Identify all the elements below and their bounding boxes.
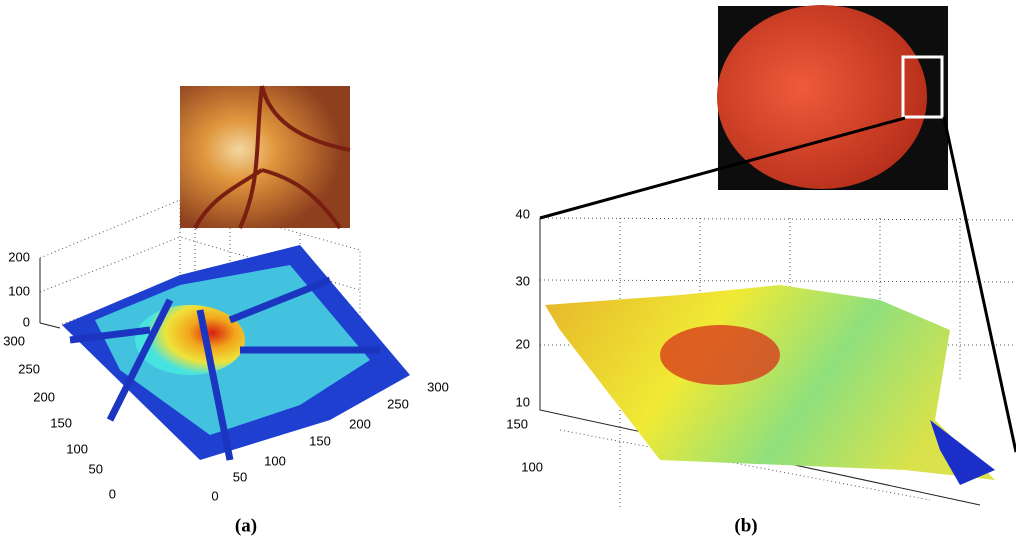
figure: 0100200300250200150100500050100150200250… — [0, 0, 1016, 543]
tick-label: 10 — [516, 394, 530, 409]
tick-label: 50 — [233, 469, 247, 484]
tick-label: 200 — [8, 249, 30, 264]
tick-label: 200 — [33, 389, 55, 404]
tick-label: 100 — [521, 459, 543, 474]
tick-label: 150 — [309, 433, 331, 448]
tick-label: 0 — [211, 488, 218, 503]
tick-label: 0 — [109, 486, 116, 501]
tick-label: 30 — [516, 273, 530, 288]
tick-label: 100 — [66, 441, 88, 456]
tick-label: 100 — [264, 453, 286, 468]
tick-label: 100 — [8, 283, 30, 298]
tick-label: 250 — [18, 361, 40, 376]
tick-label: 150 — [50, 415, 72, 430]
tick-label: 20 — [516, 336, 530, 351]
tick-label: 0 — [23, 314, 30, 329]
tick-label: 300 — [427, 379, 449, 394]
caption: (a) — [235, 515, 257, 536]
tick-label: 40 — [516, 206, 530, 221]
surface-b — [545, 285, 995, 485]
tick-label: 50 — [89, 461, 103, 476]
tick-label: 300 — [3, 333, 25, 348]
caption: (b) — [734, 515, 757, 536]
tick-label: 200 — [349, 416, 371, 431]
tick-label: 250 — [387, 396, 409, 411]
tick-label: 150 — [506, 416, 528, 431]
